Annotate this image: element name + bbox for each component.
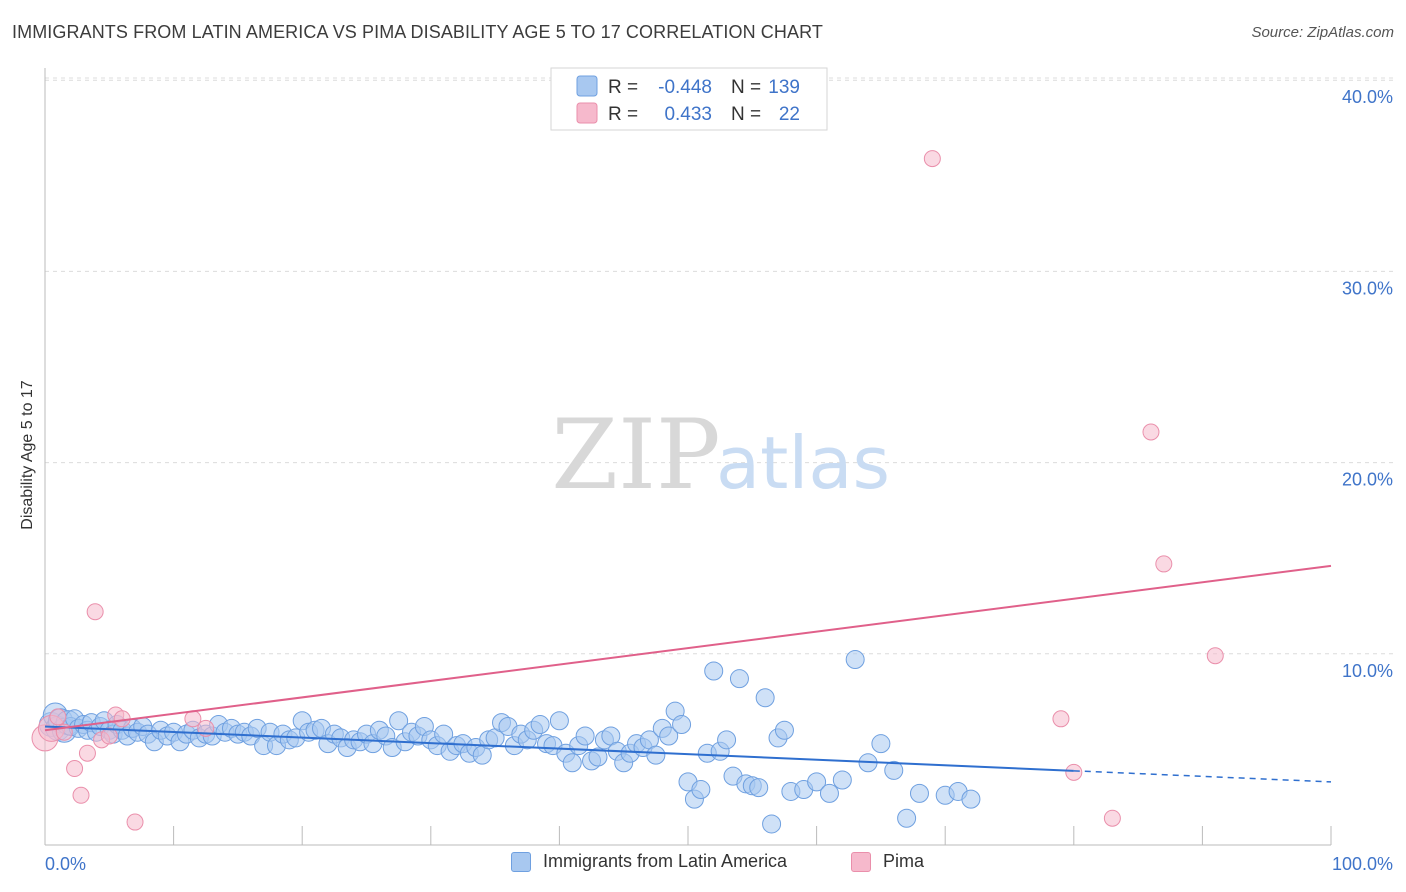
point-latin-america-120 [762,814,782,834]
axes [44,68,1332,846]
legend-n-value-2: 22 [779,104,800,125]
bottom-legend: Immigrants from Latin America Pima [0,851,1406,877]
legend-r-label-2: R = [608,104,638,125]
y-tick-label-2: 30.0% [1342,278,1393,298]
bottom-legend-swatch-pink [851,851,871,872]
point-pima-5 [72,786,90,804]
bottom-legend-item-latin-america: Immigrants from Latin America [511,851,787,872]
point-latin-america-136 [961,789,981,809]
legend-swatch-blue [576,75,598,97]
bottom-legend-item-pima: Pima [851,851,924,872]
point-latin-america-102 [646,745,666,765]
point-latin-america-128 [845,650,865,670]
point-latin-america-122 [774,720,794,740]
y-tick-labels: 10.0% 20.0% 30.0% 40.0% [1342,87,1393,681]
y-tick-label-1: 20.0% [1342,470,1393,490]
point-latin-america-127 [832,770,852,790]
point-latin-america-119 [755,688,775,708]
trend-line-latin-america [44,725,1074,772]
point-latin-america-132 [897,808,917,828]
point-latin-america-113 [717,730,737,750]
legend-r-value-1: -0.448 [658,77,712,98]
point-latin-america-62 [389,711,409,731]
point-pima-15 [923,150,941,168]
point-pima-4 [66,760,84,778]
point-latin-america-93 [588,747,608,767]
x-tick-label-1: 100.0% [1332,854,1393,874]
point-latin-america-130 [871,734,891,754]
point-pima-2 [49,708,67,726]
y-tick-label-0: 10.0% [1342,661,1393,681]
point-latin-america-104 [659,726,679,746]
grid-lines [45,77,1394,655]
point-pima-20 [1155,555,1173,573]
chart-source: Source: ZipAtlas.com [1251,24,1394,41]
trend-lines [44,564,1332,783]
point-latin-america-115 [729,669,749,689]
legend-n-value-1: 139 [768,77,800,98]
point-latin-america-84 [530,715,550,735]
watermark-zip: ZIP [551,399,720,511]
legend-n-label-1: N = [731,77,761,98]
point-latin-america-133 [909,783,929,803]
x-tick-label-0: 0.0% [45,854,86,874]
chart-title: IMMIGRANTS FROM LATIN AMERICA VS PIMA DI… [12,22,823,42]
watermark-atlas: atlas [716,421,890,505]
legend-r-label-1: R = [608,77,638,98]
point-latin-america-87 [549,711,569,731]
point-latin-america-106 [672,715,692,735]
trend-line-latin-america-extension [1073,770,1332,783]
point-pima-17 [1065,763,1083,781]
point-pima-18 [1103,809,1121,827]
point-latin-america-89 [562,753,582,773]
bottom-legend-swatch-blue [511,851,531,872]
point-pima-19 [1142,423,1160,441]
point-latin-america-118 [749,778,769,798]
legend-n-label-2: N = [731,104,761,125]
bottom-legend-label-latin-america: Immigrants from Latin America [543,851,788,871]
point-latin-america-109 [691,780,711,800]
stats-legend: R = -0.448 N = 139 R = 0.433 N = 22 [550,67,828,131]
point-latin-america-125 [807,772,827,792]
point-latin-america-131 [884,760,904,780]
bottom-legend-label-pima: Pima [883,851,925,871]
point-pima-9 [100,727,118,745]
point-latin-america-111 [704,661,724,681]
series-pima-points [31,150,1224,831]
point-pima-12 [126,813,144,831]
point-latin-america-126 [819,783,839,803]
point-latin-america-91 [575,726,595,746]
legend-swatch-pink [576,102,598,124]
watermark: ZIP atlas [551,399,890,511]
x-tick-labels: 0.0% 100.0% [45,854,1393,874]
point-pima-21 [1206,647,1224,665]
point-pima-7 [86,603,104,621]
series-latin-america-points [38,650,981,834]
y-tick-label-3: 40.0% [1342,87,1393,107]
point-pima-16 [1052,710,1070,728]
point-pima-6 [78,744,96,762]
legend-r-value-2: 0.433 [664,104,712,125]
trend-line-pima [44,564,1332,732]
